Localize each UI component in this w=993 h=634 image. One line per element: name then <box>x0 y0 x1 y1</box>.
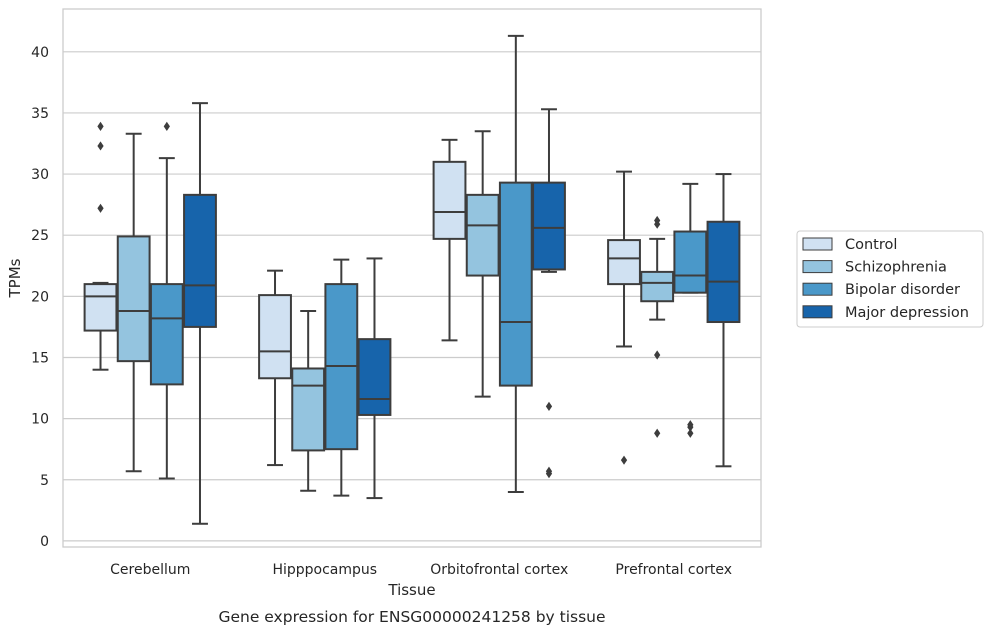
outlier-point <box>654 428 661 438</box>
y-tick-label: 35 <box>31 106 49 122</box>
outlier-point <box>545 401 553 411</box>
box <box>149 283 184 386</box>
box <box>183 193 217 328</box>
legend-item: Major depression <box>802 305 969 321</box>
legend-swatch <box>802 237 833 251</box>
y-tick-label: 40 <box>31 45 49 61</box>
y-tick-label: 30 <box>31 167 49 183</box>
box-group <box>465 130 500 398</box>
legend-swatch <box>802 282 833 296</box>
x-tick-label: Cerebellum <box>110 562 190 578</box>
plot-frame <box>62 8 762 548</box>
x-tick-label: Hipppocampus <box>272 562 377 578</box>
box-group <box>149 121 184 480</box>
y-tick-label: 0 <box>40 534 49 550</box>
box <box>83 283 118 332</box>
box-group <box>258 269 292 467</box>
legend-swatch <box>802 260 833 274</box>
box-group <box>324 258 359 497</box>
box <box>258 294 292 380</box>
y-tick-label: 15 <box>31 350 49 366</box>
outlier-point <box>687 428 694 438</box>
box-group <box>432 138 467 342</box>
legend-frame <box>796 230 984 328</box>
box <box>498 181 533 387</box>
box <box>291 367 326 452</box>
box <box>116 235 151 363</box>
legend-swatch <box>802 305 833 319</box>
legend-label: Schizophrenia <box>845 260 947 276</box>
legend-item: Bipolar disorder <box>802 282 960 298</box>
outlier-point <box>545 466 553 476</box>
box-group <box>83 121 118 371</box>
box-group <box>183 102 217 525</box>
box-group <box>498 34 533 493</box>
legend: Control Schizophrenia Bipolar disorder Majo… <box>796 230 984 328</box>
box-group <box>607 170 641 465</box>
box-group <box>291 310 326 492</box>
box-group <box>357 257 392 500</box>
box <box>673 230 708 294</box>
y-axis-label: TPMs <box>6 258 24 298</box>
y-tick-label: 25 <box>31 228 49 244</box>
outlier-point <box>97 141 104 151</box>
outlier-point <box>654 350 661 360</box>
y-tick-label: 10 <box>31 412 49 428</box>
boxes <box>83 34 741 525</box>
legend-label: Major depression <box>845 305 969 321</box>
legend-item: Control <box>802 237 897 253</box>
outlier-point <box>97 121 104 131</box>
outlier-point <box>163 121 170 131</box>
legend-label: Bipolar disorder <box>845 282 960 298</box>
legend-label: Control <box>845 237 897 253</box>
outlier-point <box>687 420 694 430</box>
box-group <box>706 173 741 468</box>
y-tick-label: 5 <box>40 473 49 489</box>
outlier-point <box>97 203 104 213</box>
x-tick-label: Orbitofrontal cortex <box>430 562 568 578</box>
chart-caption: Gene expression for ENSG00000241258 by t… <box>218 608 605 626</box>
outlier-point <box>620 455 628 465</box>
x-axis-ticks: Cerebellum Hipppocampus Orbitofrontal cort… <box>110 562 732 578</box>
box <box>465 193 500 277</box>
box <box>607 239 641 286</box>
x-axis-label: Tissue <box>387 581 435 599</box>
box <box>357 338 392 416</box>
box <box>640 270 675 303</box>
y-axis-ticks: 0 5 10 15 20 25 30 35 40 <box>31 45 49 550</box>
x-tick-label: Prefrontal cortex <box>615 562 732 578</box>
box <box>706 220 741 324</box>
legend-item: Schizophrenia <box>802 260 947 276</box>
box <box>432 160 467 240</box>
box-group <box>640 215 675 438</box>
box-group <box>116 132 151 473</box>
box-group <box>673 182 708 438</box>
box <box>532 181 566 271</box>
outlier-point <box>654 215 661 226</box>
y-tick-label: 20 <box>31 289 49 305</box>
box-group <box>532 108 566 479</box>
